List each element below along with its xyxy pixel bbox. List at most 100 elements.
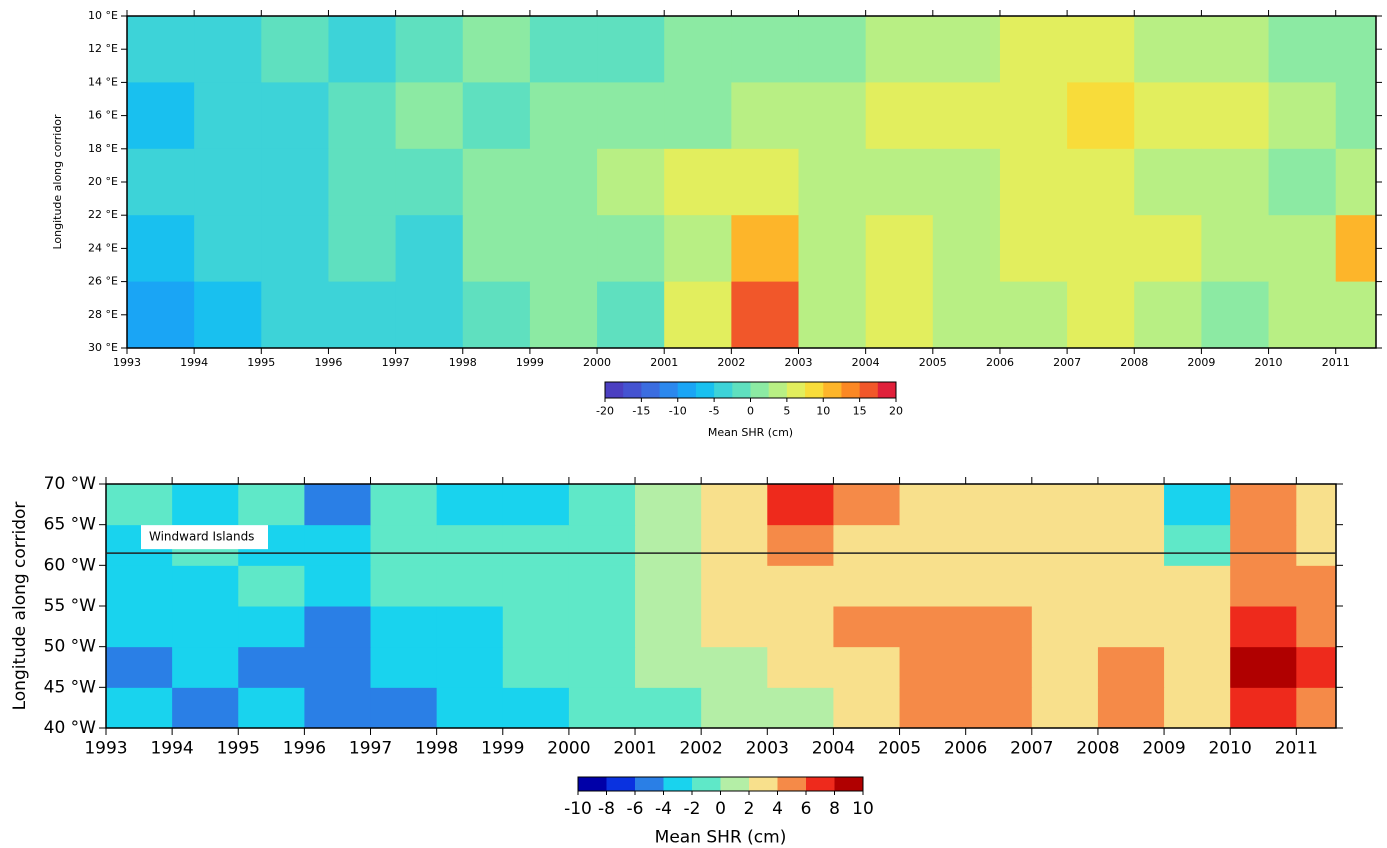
y-tick-label: 20 °E bbox=[88, 175, 118, 188]
heat-cell bbox=[1296, 687, 1337, 729]
heat-cell bbox=[395, 148, 464, 216]
heat-cell bbox=[999, 281, 1068, 349]
colorbar-swatch bbox=[641, 382, 661, 398]
x-tick-label: 1993 bbox=[113, 356, 141, 369]
heat-cell bbox=[1296, 646, 1337, 688]
x-tick-label: 2007 bbox=[1053, 356, 1081, 369]
y-tick-label: 26 °E bbox=[88, 275, 118, 288]
heat-cell bbox=[304, 646, 372, 688]
heat-cell bbox=[238, 606, 305, 648]
y-tick-label: 65 °W bbox=[44, 515, 97, 535]
heat-cell bbox=[304, 484, 372, 526]
heat-cell bbox=[436, 524, 504, 566]
heat-cell bbox=[1164, 565, 1231, 607]
heat-cell bbox=[1296, 484, 1337, 526]
heat-cell bbox=[172, 606, 239, 648]
heat-cell bbox=[1296, 524, 1337, 566]
heat-cell bbox=[701, 606, 768, 648]
colorbar-swatch bbox=[677, 382, 697, 398]
colorbar-tick-label: -15 bbox=[632, 405, 650, 418]
heat-cell bbox=[1268, 281, 1337, 349]
heat-cell bbox=[172, 565, 239, 607]
colorbar-swatch bbox=[605, 382, 624, 398]
heat-cell bbox=[172, 484, 239, 526]
heat-cell bbox=[1230, 524, 1297, 566]
y-tick-label: 12 °E bbox=[88, 42, 118, 55]
y-tick-label: 55 °W bbox=[44, 596, 97, 616]
heat-cell bbox=[1067, 215, 1135, 283]
heat-cell bbox=[965, 524, 1033, 566]
heat-cell bbox=[635, 484, 702, 526]
x-tick-label: 2009 bbox=[1142, 739, 1185, 759]
colorbar-swatch bbox=[859, 382, 879, 398]
colorbar-tick-label: 2 bbox=[744, 799, 755, 819]
heat-cell bbox=[462, 16, 531, 83]
heat-cell bbox=[767, 565, 834, 607]
heat-cell bbox=[1335, 16, 1377, 83]
heat-cell bbox=[1335, 148, 1377, 216]
heat-cell bbox=[1201, 215, 1270, 283]
colorbar-tick-label: 15 bbox=[853, 405, 867, 418]
colorbar-tick-label: 0 bbox=[715, 799, 726, 819]
x-tick-label: 1997 bbox=[382, 356, 410, 369]
heat-cell bbox=[701, 524, 768, 566]
heat-cell bbox=[701, 484, 768, 526]
colorbar-tick-label: -20 bbox=[596, 405, 614, 418]
x-tick-label: 2001 bbox=[613, 739, 656, 759]
heat-cell bbox=[833, 565, 901, 607]
heat-cell bbox=[529, 148, 598, 216]
heat-cell bbox=[1164, 687, 1231, 729]
heat-cell bbox=[1031, 565, 1099, 607]
heat-cell bbox=[1201, 16, 1270, 83]
heat-cell bbox=[965, 565, 1033, 607]
x-tick-label: 2010 bbox=[1255, 356, 1283, 369]
x-tick-label: 2003 bbox=[746, 739, 789, 759]
colorbar-swatch bbox=[695, 382, 715, 398]
colorbar-tick-label: -4 bbox=[655, 799, 672, 819]
colorbar-swatch bbox=[732, 382, 751, 398]
heat-cell bbox=[1067, 281, 1135, 349]
heat-cell bbox=[664, 16, 732, 83]
x-tick-label: 2002 bbox=[717, 356, 745, 369]
x-tick-label: 2003 bbox=[785, 356, 813, 369]
colorbar-tick-label: 20 bbox=[889, 405, 903, 418]
heat-cell bbox=[395, 16, 464, 83]
heat-cell bbox=[127, 82, 195, 150]
heat-cell bbox=[1201, 82, 1270, 150]
colorbar-swatch bbox=[578, 777, 607, 791]
heat-cell bbox=[932, 148, 1001, 216]
heat-cell bbox=[1134, 148, 1202, 216]
x-tick-label: 2007 bbox=[1010, 739, 1053, 759]
heat-cell bbox=[1230, 687, 1297, 729]
heat-cell bbox=[1031, 646, 1099, 688]
heat-cell bbox=[899, 524, 967, 566]
heat-cell bbox=[370, 606, 438, 648]
heat-cell bbox=[304, 524, 372, 566]
colorbar-swatch bbox=[720, 777, 750, 791]
heat-cell bbox=[899, 606, 967, 648]
heat-cell bbox=[462, 82, 531, 150]
heat-cell bbox=[1230, 606, 1297, 648]
heat-cell bbox=[436, 687, 504, 729]
heat-cell bbox=[172, 646, 239, 688]
heat-cell bbox=[1296, 565, 1337, 607]
heat-cell bbox=[529, 82, 598, 150]
heat-cell bbox=[370, 524, 438, 566]
heat-cell bbox=[731, 16, 800, 83]
heat-cell bbox=[798, 215, 867, 283]
heat-cell bbox=[767, 484, 834, 526]
heat-cell bbox=[1164, 606, 1231, 648]
heat-cell bbox=[1335, 215, 1377, 283]
heat-cell bbox=[304, 687, 372, 729]
heat-cell bbox=[701, 565, 768, 607]
heat-cell bbox=[932, 82, 1001, 150]
heat-cell bbox=[127, 148, 195, 216]
x-tick-label: 1994 bbox=[180, 356, 208, 369]
heat-cell bbox=[395, 82, 464, 150]
heat-cell bbox=[1067, 148, 1135, 216]
heat-cell bbox=[238, 687, 305, 729]
heat-cell bbox=[899, 565, 967, 607]
colorbar-tick-label: 0 bbox=[747, 405, 754, 418]
heat-cell bbox=[1230, 484, 1297, 526]
heat-cell bbox=[529, 281, 598, 349]
